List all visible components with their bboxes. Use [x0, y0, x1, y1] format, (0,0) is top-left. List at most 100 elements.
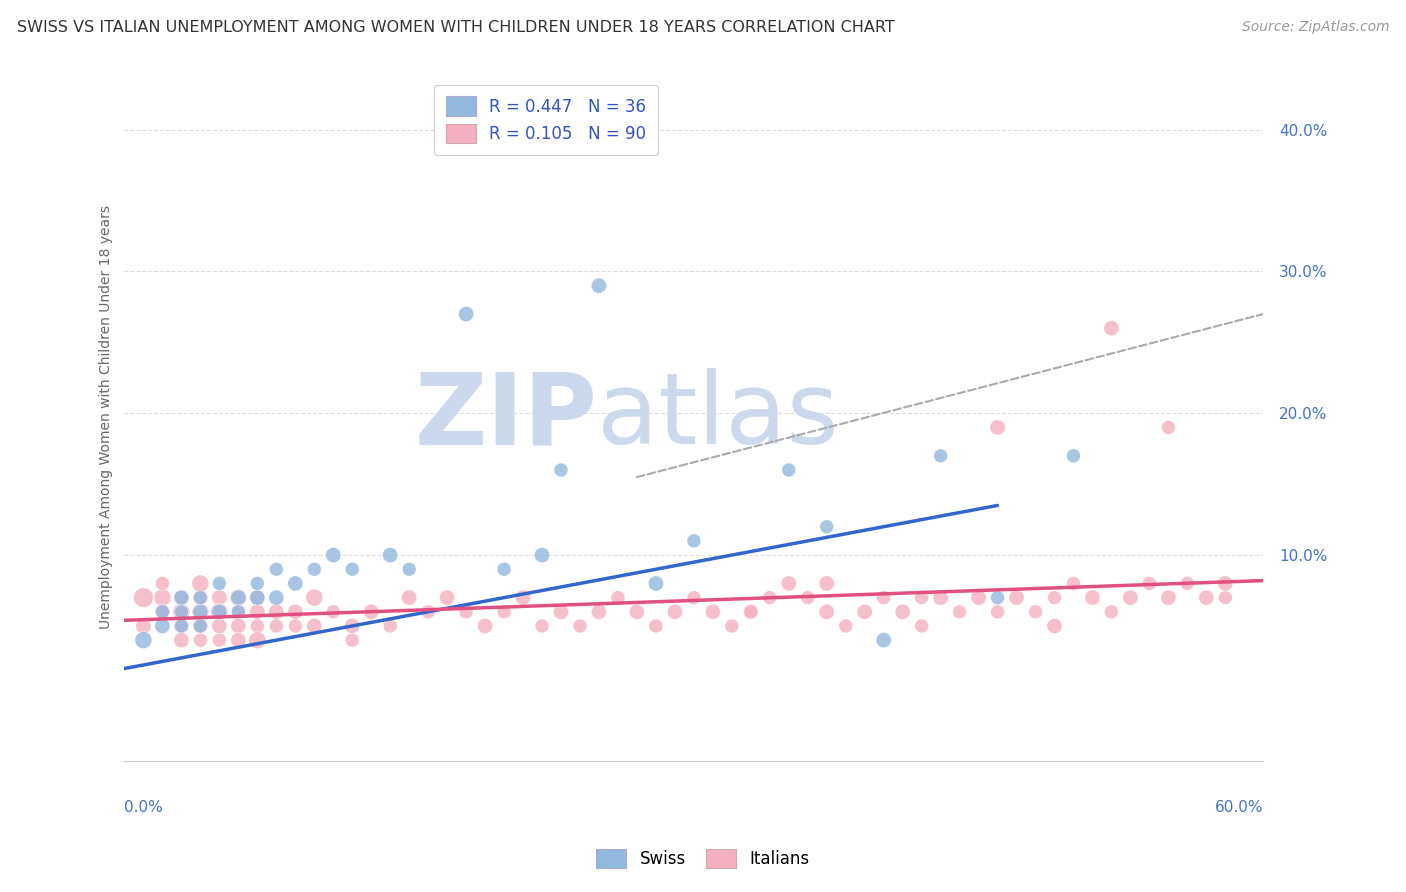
Point — [152, 591, 174, 605]
Point — [569, 619, 592, 633]
Point — [246, 633, 269, 648]
Point — [550, 605, 572, 619]
Point — [1157, 420, 1180, 434]
Point — [778, 576, 800, 591]
Point — [872, 591, 894, 605]
Point — [190, 591, 212, 605]
Point — [228, 591, 250, 605]
Point — [228, 633, 250, 648]
Point — [645, 619, 668, 633]
Point — [872, 633, 894, 648]
Point — [246, 591, 269, 605]
Point — [228, 591, 250, 605]
Point — [266, 605, 288, 619]
Point — [170, 591, 193, 605]
Point — [1062, 576, 1084, 591]
Point — [436, 591, 458, 605]
Point — [948, 605, 970, 619]
Point — [246, 619, 269, 633]
Point — [588, 278, 610, 293]
Point — [322, 548, 344, 562]
Point — [626, 605, 648, 619]
Point — [1005, 591, 1028, 605]
Point — [494, 605, 516, 619]
Point — [512, 591, 534, 605]
Point — [1099, 321, 1122, 335]
Point — [456, 605, 478, 619]
Point — [1024, 605, 1046, 619]
Point — [284, 576, 307, 591]
Point — [986, 591, 1008, 605]
Point — [190, 576, 212, 591]
Point — [891, 605, 914, 619]
Point — [152, 605, 174, 619]
Point — [170, 619, 193, 633]
Legend: R = 0.447   N = 36, R = 0.105   N = 90: R = 0.447 N = 36, R = 0.105 N = 90 — [434, 85, 658, 155]
Point — [834, 619, 856, 633]
Point — [304, 619, 326, 633]
Point — [380, 619, 402, 633]
Legend: Swiss, Italians: Swiss, Italians — [588, 840, 818, 877]
Point — [740, 605, 762, 619]
Point — [702, 605, 724, 619]
Point — [929, 591, 952, 605]
Point — [1062, 449, 1084, 463]
Point — [418, 605, 440, 619]
Point — [208, 605, 231, 619]
Point — [170, 633, 193, 648]
Point — [190, 633, 212, 648]
Point — [645, 576, 668, 591]
Point — [758, 591, 780, 605]
Point — [474, 619, 496, 633]
Point — [266, 562, 288, 576]
Point — [815, 605, 838, 619]
Point — [398, 591, 420, 605]
Point — [208, 605, 231, 619]
Point — [342, 562, 364, 576]
Point — [1195, 591, 1218, 605]
Point — [152, 605, 174, 619]
Point — [683, 533, 706, 548]
Point — [170, 605, 193, 619]
Point — [456, 307, 478, 321]
Point — [380, 548, 402, 562]
Point — [910, 591, 932, 605]
Point — [208, 633, 231, 648]
Point — [1137, 576, 1160, 591]
Point — [929, 449, 952, 463]
Point — [607, 591, 630, 605]
Point — [190, 619, 212, 633]
Text: 60.0%: 60.0% — [1215, 799, 1263, 814]
Point — [304, 562, 326, 576]
Point — [531, 619, 554, 633]
Point — [190, 619, 212, 633]
Point — [246, 591, 269, 605]
Point — [815, 519, 838, 533]
Point — [1043, 619, 1066, 633]
Point — [152, 576, 174, 591]
Point — [986, 605, 1008, 619]
Point — [967, 591, 990, 605]
Point — [342, 619, 364, 633]
Point — [986, 420, 1008, 434]
Point — [588, 605, 610, 619]
Point — [531, 548, 554, 562]
Point — [740, 605, 762, 619]
Point — [322, 605, 344, 619]
Point — [284, 605, 307, 619]
Point — [1119, 591, 1142, 605]
Text: atlas: atlas — [598, 368, 839, 466]
Point — [1213, 576, 1236, 591]
Point — [208, 576, 231, 591]
Point — [815, 576, 838, 591]
Point — [398, 562, 420, 576]
Point — [1099, 605, 1122, 619]
Point — [170, 605, 193, 619]
Point — [796, 591, 818, 605]
Point — [1213, 591, 1236, 605]
Point — [342, 633, 364, 648]
Point — [1081, 591, 1104, 605]
Point — [266, 591, 288, 605]
Text: ZIP: ZIP — [415, 368, 598, 466]
Point — [550, 463, 572, 477]
